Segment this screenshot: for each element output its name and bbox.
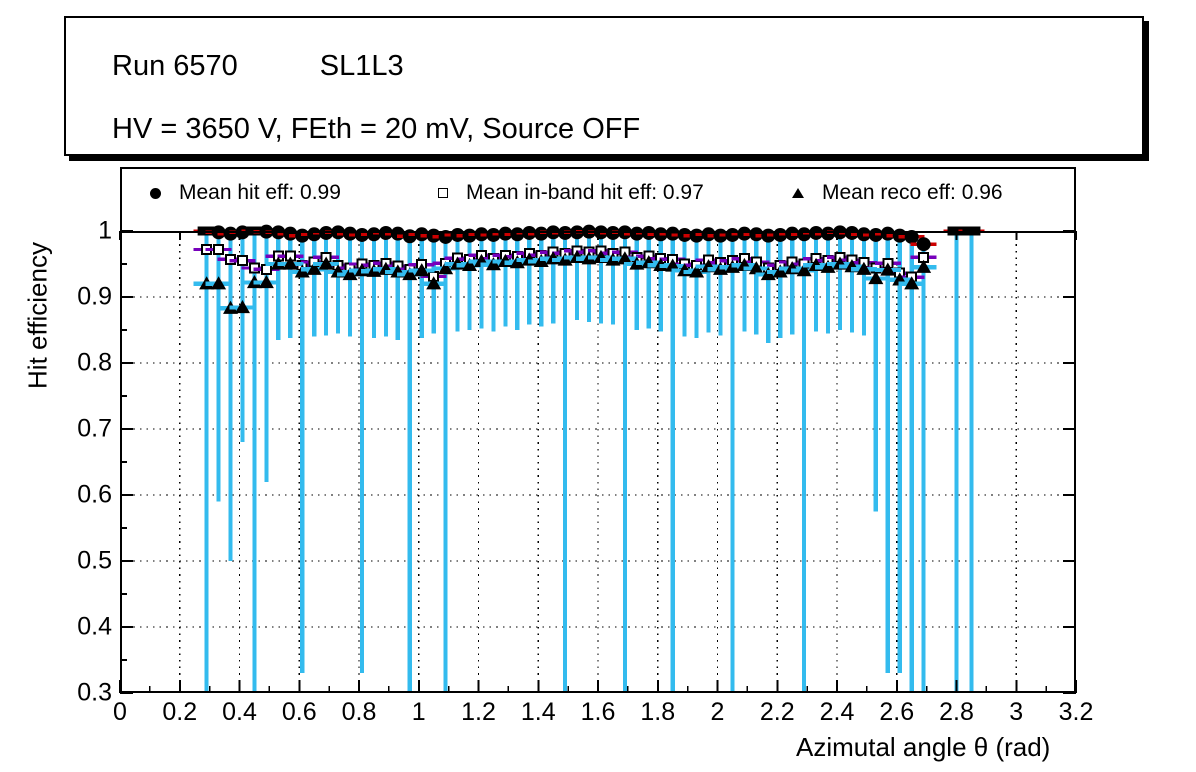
title-run-line: Run 6570 SL1L3 (112, 50, 404, 83)
x-tick-label: 1.6 (580, 698, 616, 726)
y-tick-label: 0.4 (77, 612, 112, 641)
x-tick-label: 2.6 (879, 698, 915, 726)
x-tick-label: 1.4 (520, 698, 556, 726)
x-tick-label: 1 (411, 698, 426, 726)
x-tick-label: 2 (710, 698, 725, 726)
title-detector-label: SL1L3 (319, 50, 404, 82)
x-tick-label: 3.2 (1058, 698, 1094, 726)
x-tick-label: 0.6 (281, 698, 317, 726)
y-tick-label: 0.7 (77, 414, 112, 443)
title-run-label: Run 6570 (112, 50, 238, 82)
y-tick-label: 0.9 (77, 282, 112, 311)
x-tick-label: 0 (113, 698, 127, 726)
legend-entry-in-band-hit-eff: Mean in-band hit eff: 0.97 (438, 179, 704, 207)
filled-triangle-icon (792, 188, 804, 198)
y-tick-label: 1 (98, 216, 112, 245)
y-top-axis-line (120, 231, 1076, 233)
filled-circle-icon (150, 187, 161, 199)
x-tick-label: 2.8 (939, 698, 974, 726)
legend: Mean hit eff: 0.99 Mean in-band hit eff:… (120, 167, 1076, 231)
y-axis-title: Hit efficiency (22, 242, 53, 389)
open-square-icon (438, 188, 448, 198)
legend-label-in-band-hit-eff: Mean in-band hit eff: 0.97 (466, 181, 704, 204)
title-box: Run 6570 SL1L3 HV = 3650 V, FEth = 20 mV,… (64, 16, 1144, 156)
legend-entry-reco-eff: Mean reco eff: 0.96 (792, 179, 1003, 207)
x-tick-label: 2.4 (819, 698, 855, 726)
title-conditions: HV = 3650 V, FEth = 20 mV, Source OFF (112, 113, 641, 145)
x-tick-label: 0.8 (341, 698, 377, 726)
x-axis-title: Azimutal angle θ (rad) (796, 732, 1051, 762)
y-tick-label: 0.3 (77, 678, 112, 707)
x-tick-label: 0.4 (222, 698, 257, 726)
x-tick-label: 0.2 (162, 698, 198, 726)
y-tick-label: 0.6 (77, 480, 112, 509)
series-reco-eff (193, 249, 937, 314)
legend-entry-hit-eff: Mean hit eff: 0.99 (150, 179, 341, 207)
x-tick-label: 1.8 (640, 698, 676, 726)
legend-label-reco-eff: Mean reco eff: 0.96 (822, 181, 1003, 204)
y-tick-label: 0.8 (77, 348, 112, 377)
x-tick-label: 2.2 (759, 698, 795, 726)
y-tick-label: 0.5 (77, 546, 112, 575)
x-tick-label: 1.2 (461, 698, 496, 726)
plot-frame (120, 167, 1076, 693)
x-tick-label: 3 (1009, 698, 1024, 726)
legend-label-hit-eff: Mean hit eff: 0.99 (179, 181, 341, 204)
